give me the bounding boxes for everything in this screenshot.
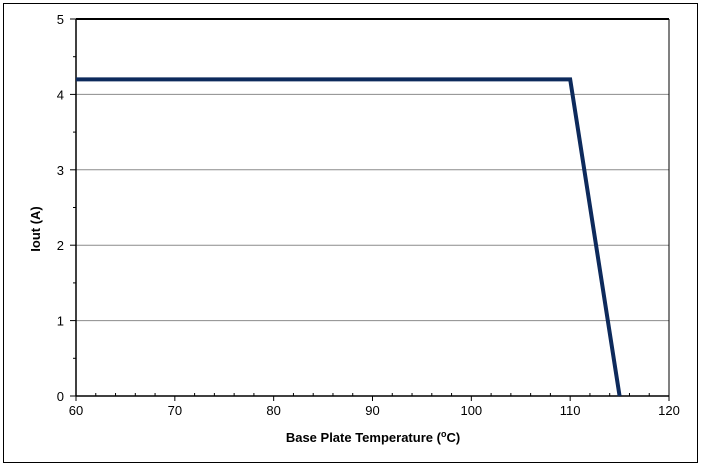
y-tick-label-2: 2 [57, 238, 64, 253]
tick-labels: 60 70 80 90 100 110 120 0 1 2 3 4 5 [57, 12, 680, 418]
y-axis-title: Iout (A) [28, 206, 43, 251]
derating-chart: 60 70 80 90 100 110 120 0 1 2 3 4 5 Base Plate Tempe… [28, 12, 680, 445]
y-tick-label-3: 3 [57, 163, 64, 178]
gridlines [76, 93, 669, 322]
x-tick-label-90: 90 [365, 403, 379, 418]
x-tick-label-110: 110 [560, 403, 581, 418]
y-tick-label-0: 0 [57, 389, 64, 404]
x-axis-title: Base Plate Temperature (oC) [286, 429, 460, 445]
y-tick-label-5: 5 [57, 12, 64, 27]
series [76, 77, 622, 397]
tick-marks [70, 18, 670, 401]
x-tick-label-120: 120 [658, 403, 680, 418]
x-tick-label-70: 70 [168, 403, 182, 418]
y-tick-label-1: 1 [57, 314, 64, 329]
y-tick-label-4: 4 [57, 87, 64, 102]
x-tick-label-80: 80 [266, 403, 280, 418]
x-tick-label-100: 100 [460, 403, 482, 418]
axes [75, 18, 670, 397]
series-line-0 [76, 77, 622, 397]
x-tick-label-60: 60 [69, 403, 83, 418]
